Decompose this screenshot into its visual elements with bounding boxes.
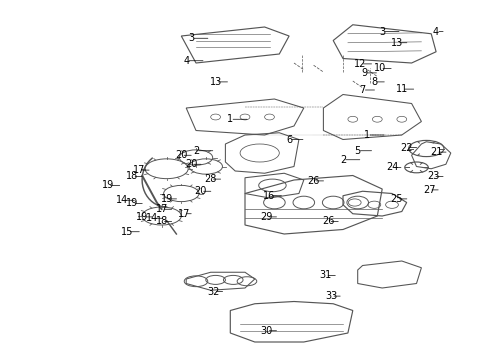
Text: 5: 5 [355,146,361,156]
Text: 25: 25 [391,194,403,204]
Text: 20: 20 [175,150,188,160]
Text: 33: 33 [325,291,337,301]
Text: 20: 20 [195,186,207,196]
Text: 14: 14 [146,213,158,223]
Text: 7: 7 [360,85,366,95]
Text: 17: 17 [178,209,191,219]
Text: 19: 19 [136,212,148,222]
Text: 8: 8 [371,77,377,87]
Text: 22: 22 [400,143,413,153]
Text: 11: 11 [395,84,408,94]
Text: 19: 19 [126,198,139,208]
Text: 3: 3 [188,33,194,43]
Text: 19: 19 [161,194,172,204]
Text: 16: 16 [264,191,275,201]
Text: 13: 13 [210,77,222,87]
Text: 26: 26 [322,216,335,226]
Text: 14: 14 [117,195,128,205]
Text: 20: 20 [185,159,197,169]
Text: 4: 4 [183,56,189,66]
Text: 2: 2 [340,155,346,165]
Text: 30: 30 [261,326,273,336]
Text: 26: 26 [307,176,320,186]
Text: 23: 23 [427,171,440,181]
Text: 32: 32 [207,287,220,297]
Text: 4: 4 [433,27,439,36]
Text: 15: 15 [121,227,134,237]
Text: 18: 18 [156,216,168,226]
Text: 10: 10 [374,63,387,73]
Text: 13: 13 [391,38,403,48]
Text: 6: 6 [286,135,292,144]
Text: 19: 19 [102,180,114,190]
Text: 21: 21 [430,147,442,157]
Text: 17: 17 [133,165,146,175]
Text: 1: 1 [227,114,233,124]
Text: 31: 31 [319,270,331,280]
Text: 1: 1 [365,130,370,140]
Text: 3: 3 [379,27,385,36]
Text: 28: 28 [204,174,217,184]
Text: 9: 9 [362,68,368,78]
Text: 17: 17 [155,204,168,214]
Text: 18: 18 [126,171,139,181]
Text: 24: 24 [386,162,398,172]
Text: 27: 27 [423,185,436,195]
Text: 2: 2 [193,146,199,156]
Text: 12: 12 [354,59,367,69]
Text: 29: 29 [260,212,273,222]
